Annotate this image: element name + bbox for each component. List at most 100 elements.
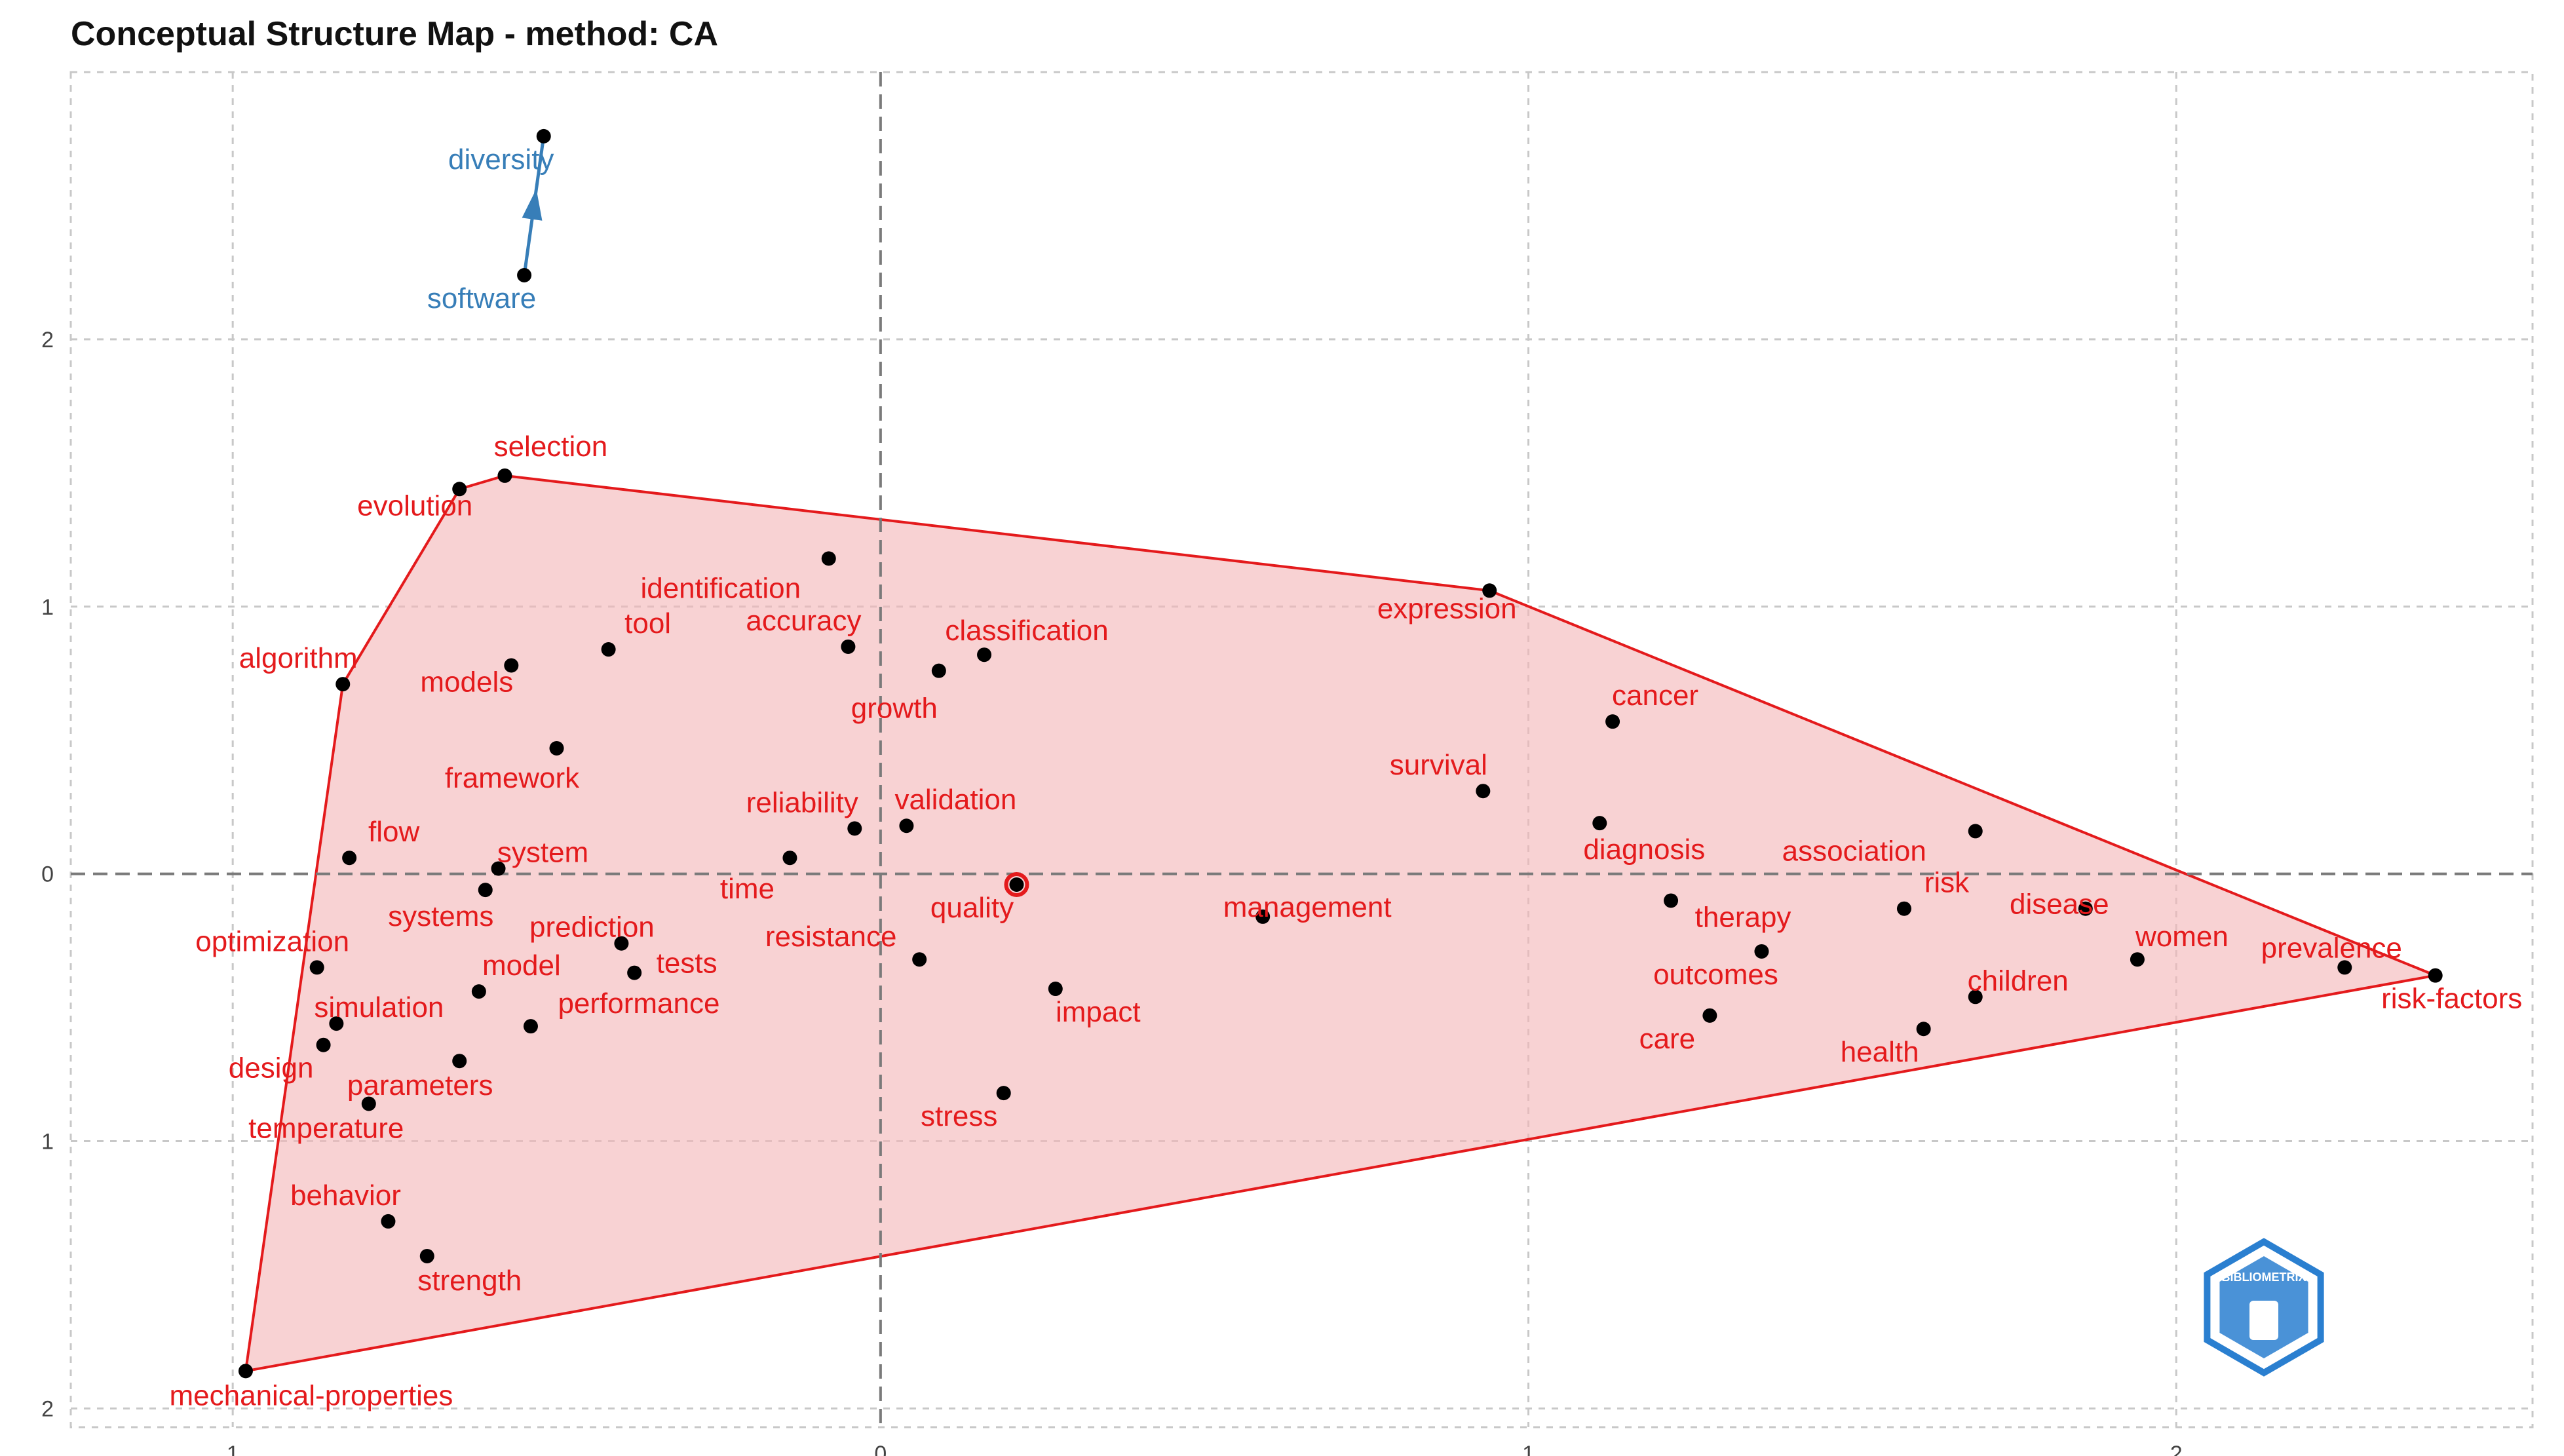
data-point-growth	[931, 663, 946, 678]
point-label-system: system	[497, 837, 588, 869]
zero-reference-lines	[71, 72, 2533, 1427]
data-point-models	[504, 658, 519, 673]
point-label-performance: performance	[558, 987, 719, 1020]
data-point-diagnosis	[1592, 816, 1607, 831]
point-label-diversity: diversity	[448, 144, 554, 176]
point-label-behavior: behavior	[290, 1179, 401, 1212]
data-point-prediction	[614, 936, 629, 951]
data-point-optimization	[309, 960, 324, 975]
data-point-software	[517, 267, 532, 282]
data-point-algorithm	[335, 677, 351, 692]
point-label-framework: framework	[445, 762, 580, 794]
point-label-models: models	[420, 666, 513, 699]
point-label-prevalence: prevalence	[2261, 932, 2402, 964]
data-point-children	[1968, 989, 1983, 1005]
data-point-classification	[977, 647, 992, 662]
cluster-centroid	[1004, 872, 1029, 897]
point-label-therapy: therapy	[1695, 901, 1791, 933]
point-label-children: children	[1968, 965, 2069, 997]
point-label-algorithm: algorithm	[239, 642, 358, 674]
data-point-management	[1255, 909, 1271, 924]
y-tick-label: 2	[41, 1396, 54, 1421]
point-label-resistance: resistance	[765, 921, 897, 953]
y-tick-label: 1	[41, 595, 54, 620]
data-point-tests	[627, 965, 642, 980]
point-label-flow: flow	[368, 816, 419, 848]
data-point-evolution	[452, 482, 467, 497]
point-label-cancer: cancer	[1612, 680, 1698, 712]
data-point-survival	[1476, 784, 1491, 799]
data-point-expression	[1482, 583, 1497, 598]
point-label-care: care	[1639, 1023, 1696, 1055]
point-label-parameters: parameters	[347, 1069, 493, 1102]
data-point-risk	[1896, 901, 1911, 916]
data-point-system	[491, 861, 506, 876]
point-label-tests: tests	[657, 948, 718, 980]
y-tick-label: 2	[41, 328, 54, 353]
axis-tick-labels: 2 1 0 1 2 1 0 1 2	[41, 328, 2183, 1456]
point-label-model: model	[482, 949, 561, 982]
x-tick-label: 0	[874, 1442, 887, 1456]
data-point-prevalence	[2337, 960, 2352, 975]
point-label-design: design	[229, 1052, 314, 1084]
data-point-flow	[342, 851, 357, 866]
point-label-systems: systems	[388, 900, 493, 932]
data-point-quality	[1009, 877, 1024, 892]
logo-text: BIBLIOMETRIX	[2222, 1271, 2306, 1284]
point-label-quality: quality	[930, 892, 1014, 924]
x-tick-label: 2	[2170, 1442, 2183, 1456]
point-label-survival: survival	[1390, 749, 1487, 781]
point-label-risk: risk	[1924, 867, 1970, 899]
data-point-time	[782, 851, 797, 866]
point-label-classification: classification	[945, 615, 1108, 647]
data-point-selection	[497, 468, 512, 483]
data-point-mechanical-properties	[238, 1364, 253, 1379]
point-label-temperature: temperature	[248, 1112, 404, 1144]
point-label-tool: tool	[624, 607, 671, 640]
data-point-validation	[899, 818, 914, 833]
point-label-management: management	[1223, 891, 1392, 923]
point-label-health: health	[1841, 1036, 1919, 1068]
point-label-impact: impact	[1056, 996, 1141, 1028]
cluster-links	[522, 136, 546, 276]
data-point-therapy	[1664, 893, 1679, 908]
point-label-reliability: reliability	[746, 786, 858, 818]
data-point-systems	[478, 883, 493, 898]
data-point-health	[1916, 1022, 1931, 1037]
data-point-strength	[419, 1248, 434, 1263]
data-point-reliability	[847, 821, 862, 836]
point-label-women: women	[2135, 921, 2229, 953]
point-label-selection: selection	[494, 431, 608, 463]
point-label-mechanical-properties: mechanical-properties	[170, 1379, 453, 1411]
logo-figure	[2249, 1301, 2278, 1340]
point-label-disease: disease	[2010, 889, 2109, 921]
point-label-outcomes: outcomes	[1653, 959, 1778, 991]
point-label-simulation: simulation	[314, 991, 444, 1024]
data-point-outcomes	[1754, 944, 1769, 959]
point-label-expression: expression	[1377, 592, 1517, 624]
point-label-validation: validation	[894, 784, 1016, 816]
point-label-association: association	[1782, 835, 1926, 867]
data-point-cancer	[1605, 714, 1620, 729]
data-point-model	[471, 984, 486, 999]
point-label-risk-factors: risk-factors	[2381, 983, 2522, 1015]
data-point-temperature	[361, 1096, 376, 1111]
y-tick-label: 1	[41, 1130, 54, 1155]
point-label-strength: strength	[417, 1265, 522, 1297]
point-label-identification: identification	[640, 572, 801, 604]
data-point-women	[2130, 952, 2145, 967]
data-point-impact	[1048, 982, 1063, 997]
point-labels: selection evolution identification expressi…	[170, 144, 2523, 1411]
plot-border	[69, 71, 2534, 1428]
x-tick-label: 1	[1522, 1442, 1535, 1456]
x-tick-label: 1	[227, 1442, 239, 1456]
data-point-performance	[523, 1019, 538, 1034]
data-point-identification	[821, 551, 836, 566]
data-point-simulation	[329, 1016, 344, 1031]
y-tick-label: 0	[41, 862, 54, 887]
point-label-growth: growth	[851, 693, 938, 725]
data-point-accuracy	[841, 639, 856, 654]
data-point-resistance	[912, 952, 927, 967]
point-label-accuracy: accuracy	[746, 605, 861, 637]
